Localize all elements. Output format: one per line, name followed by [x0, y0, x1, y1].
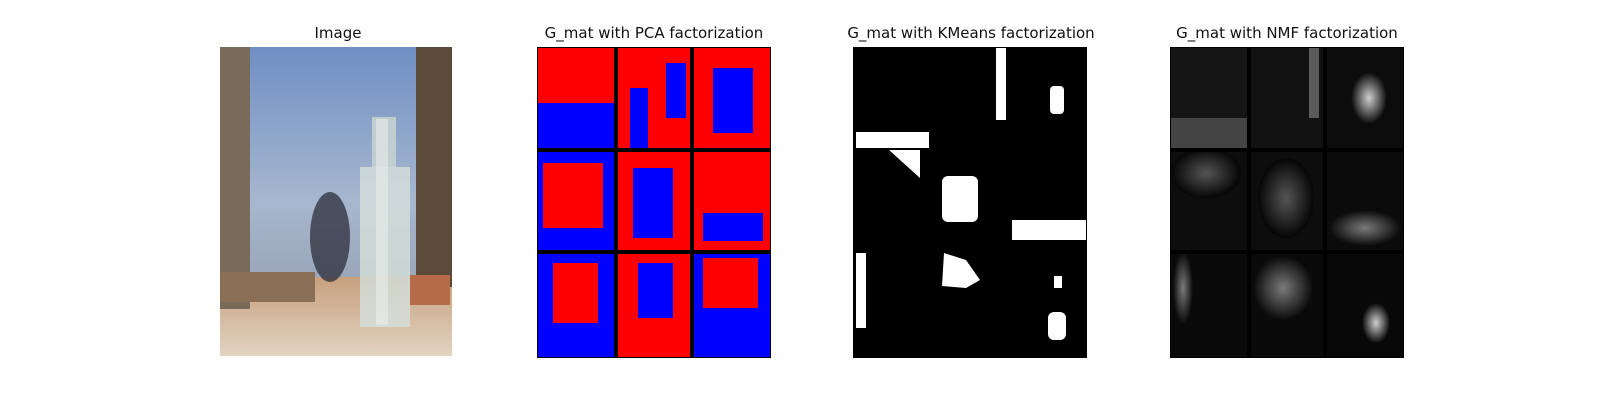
panel-title-image: Image: [314, 24, 362, 42]
image-panel: [220, 47, 452, 356]
kmeans-panel: [853, 47, 1087, 358]
panel-title-kmeans: G_mat with KMeans factorization: [847, 24, 1095, 42]
pca-map: [538, 48, 770, 357]
bottle-photo: [220, 47, 452, 356]
pca-panel: [537, 47, 771, 358]
panel-title-pca: G_mat with PCA factorization: [544, 24, 764, 42]
nmf-map: [1171, 48, 1403, 357]
nmf-panel: [1170, 47, 1404, 358]
kmeans-mask: [854, 48, 1086, 357]
panel-title-nmf: G_mat with NMF factorization: [1176, 24, 1398, 42]
